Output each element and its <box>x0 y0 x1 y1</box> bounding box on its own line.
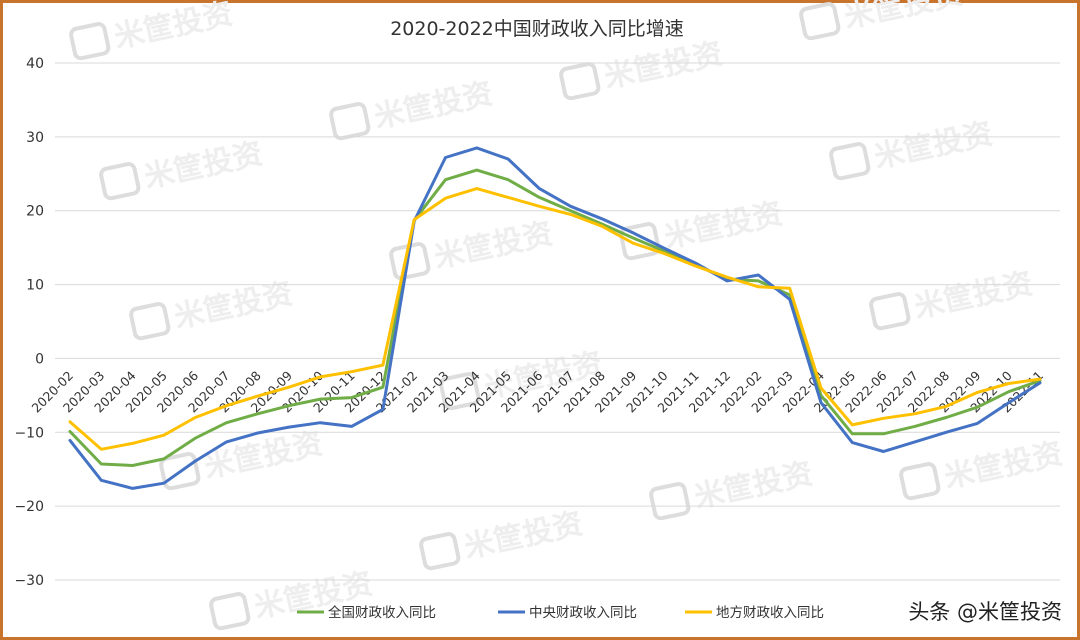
y-tick-label: 40 <box>26 56 44 72</box>
svg-text:米筐投资: 米筐投资 <box>171 276 296 335</box>
watermark-logo: 米筐投资 <box>649 456 816 521</box>
y-tick-label: 20 <box>26 204 44 220</box>
svg-text:米筐投资: 米筐投资 <box>141 136 266 195</box>
y-tick-label: −30 <box>14 573 44 589</box>
legend: 全国财政收入同比 中央财政收入同比 地方财政收入同比 <box>297 604 824 621</box>
watermark-logo: 米筐投资 <box>419 506 586 571</box>
watermark-logo: 米筐投资 <box>869 266 1036 331</box>
svg-text:米筐投资: 米筐投资 <box>431 216 556 275</box>
watermark-logo: 米筐投资 <box>559 36 726 101</box>
y-tick-label: −10 <box>14 425 44 441</box>
watermark-logo: 米筐投资 <box>829 116 996 181</box>
watermark-logo: 米筐投资 <box>899 436 1066 501</box>
y-tick-label: 10 <box>26 278 44 294</box>
svg-text:米筐投资: 米筐投资 <box>111 0 236 56</box>
watermark-logo: 米筐投资 <box>329 76 496 141</box>
svg-text:米筐投资: 米筐投资 <box>661 196 786 255</box>
watermark-logo: 米筐投资 <box>129 276 296 341</box>
gridlines <box>55 62 1060 581</box>
watermark-logo: 米筐投资 <box>99 136 266 201</box>
series-line-1 <box>68 168 1042 467</box>
svg-text:米筐投资: 米筐投资 <box>841 0 966 36</box>
y-tick-label: 30 <box>26 130 44 146</box>
credit-label: 头条 @米筐投资 <box>908 600 1062 624</box>
svg-text:米筐投资: 米筐投资 <box>201 426 326 485</box>
svg-text:米筐投资: 米筐投资 <box>371 76 496 135</box>
chart-title: 2020-2022中国财政收入同比增速 <box>390 18 684 40</box>
watermark-logo: 米筐投资 <box>799 0 966 41</box>
legend-label: 地方财政收入同比 <box>716 605 824 621</box>
svg-text:米筐投资: 米筐投资 <box>941 436 1066 495</box>
svg-text:米筐投资: 米筐投资 <box>601 36 726 95</box>
legend-label: 全国财政收入同比 <box>328 604 436 621</box>
watermark-logo: 米筐投资 <box>209 566 376 631</box>
y-tick-label: 0 <box>35 351 44 367</box>
watermark-logo: 米筐投资 <box>389 216 556 281</box>
y-axis-ticks: 40 30 20 10 0 −10 −20 −30 <box>14 56 44 589</box>
series-line-2 <box>68 146 1042 490</box>
svg-text:米筐投资: 米筐投资 <box>911 266 1036 325</box>
legend-label: 中央财政收入同比 <box>529 605 637 621</box>
watermark-logo: 米筐投资 <box>69 0 236 61</box>
y-tick-label: −20 <box>14 499 44 515</box>
svg-text:米筐投资: 米筐投资 <box>871 116 996 175</box>
series-lines <box>68 146 1042 490</box>
series-line-3 <box>68 187 1042 451</box>
svg-text:米筐投资: 米筐投资 <box>461 506 586 565</box>
watermark-logo: 米筐投资 <box>619 196 786 261</box>
